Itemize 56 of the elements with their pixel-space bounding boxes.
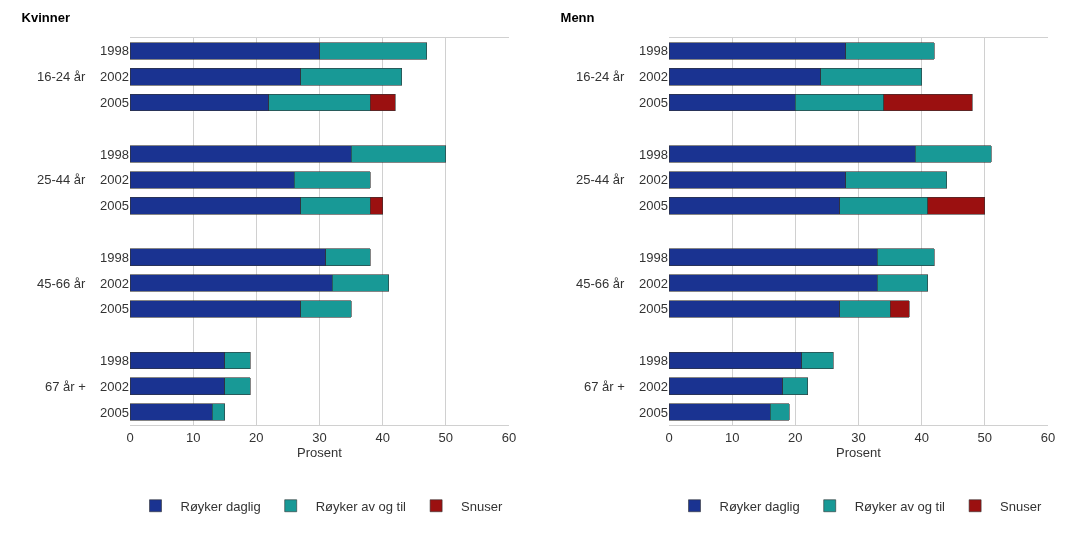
x-tick-label: 50 <box>977 429 993 445</box>
legend-label: Snuser <box>461 498 503 514</box>
y-tick-label: 2002 <box>639 69 668 85</box>
y-tick-label: 2005 <box>639 198 668 214</box>
y-tick-label: 2002 <box>100 378 129 394</box>
x-tick-label: 0 <box>126 429 134 445</box>
x-tick-label: 20 <box>788 429 803 445</box>
y-tick-label: 2002 <box>639 275 668 291</box>
x-tick-label: 60 <box>1040 429 1056 445</box>
x-tick-label: 30 <box>851 429 866 445</box>
y-tick-label: 1998 <box>100 249 129 265</box>
y-tick-label: 2002 <box>639 378 668 394</box>
legend-label: Røyker daglig <box>180 498 261 514</box>
text: 67 år + <box>45 379 86 394</box>
chart-title: Kvinner <box>21 10 70 26</box>
y-tick-label: 2005 <box>100 404 129 420</box>
y-tick-label: 2005 <box>639 301 668 317</box>
y-tick-label: 1998 <box>639 43 668 59</box>
chart-title: Menn <box>560 10 595 26</box>
x-tick-label: 20 <box>249 429 264 445</box>
text: 25-44 år <box>37 172 87 187</box>
y-tick-label: 1998 <box>100 43 129 59</box>
y-tick-label: 1998 <box>100 353 129 369</box>
y-tick-label: 1998 <box>639 146 668 162</box>
x-axis-title: Prosent <box>297 445 343 461</box>
x-tick-label: 10 <box>185 429 201 445</box>
y-tick-label: 2002 <box>100 172 129 188</box>
x-tick-label: 40 <box>914 429 929 445</box>
y-tick-label: 2002 <box>100 69 129 85</box>
text: 67 år + <box>584 379 625 394</box>
y-tick-label: 2005 <box>639 95 668 111</box>
x-axis-title: Prosent <box>836 445 882 461</box>
y-tick-label: 2005 <box>100 301 129 317</box>
text: 45-66 år <box>576 276 626 291</box>
legend-label: Snuser <box>1000 498 1042 514</box>
x-tick-label: 0 <box>665 429 673 445</box>
x-tick-label: 60 <box>501 429 517 445</box>
text: 16-24 år <box>37 69 87 84</box>
y-tick-label: 1998 <box>639 353 668 369</box>
y-tick-label: 2002 <box>639 172 668 188</box>
y-tick-label: 2005 <box>639 404 668 420</box>
legend-label: Røyker daglig <box>719 498 800 514</box>
y-tick-label: 2002 <box>100 275 129 291</box>
y-tick-label: 1998 <box>639 249 668 265</box>
x-tick-label: 30 <box>312 429 327 445</box>
x-tick-label: 40 <box>375 429 390 445</box>
y-tick-label: 2005 <box>100 95 129 111</box>
text: 45-66 år <box>37 276 87 291</box>
legend-label: Røyker av og til <box>854 498 946 514</box>
legend-label: Røyker av og til <box>315 498 407 514</box>
text: 25-44 år <box>576 172 626 187</box>
y-tick-label: 2005 <box>100 198 129 214</box>
x-tick-label: 10 <box>724 429 740 445</box>
text: 16-24 år <box>576 69 626 84</box>
x-tick-label: 50 <box>438 429 454 445</box>
y-tick-label: 1998 <box>100 146 129 162</box>
